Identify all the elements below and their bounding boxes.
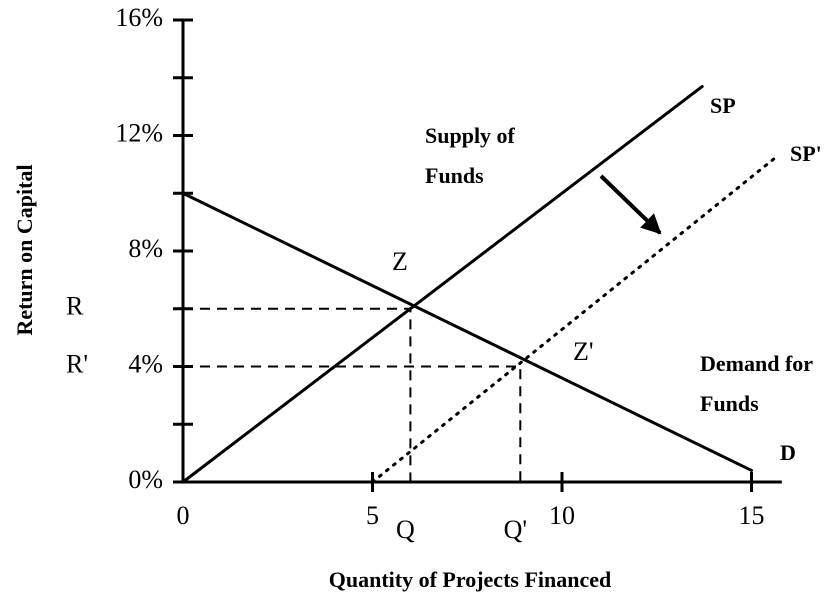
point-label: Z'	[573, 337, 594, 366]
guide-line	[183, 365, 522, 482]
x-tick-label: 5	[366, 501, 379, 530]
x-level-label: Q	[396, 515, 415, 544]
annotation: Supply of	[425, 123, 516, 148]
series-line	[181, 84, 704, 484]
series-line	[181, 191, 753, 472]
series-label: D	[780, 440, 796, 465]
y-tick-label: 12%	[115, 118, 163, 147]
x-tick-label: 0	[177, 501, 190, 530]
annotation: Funds	[700, 391, 759, 416]
y-tick-label: 4%	[128, 349, 163, 378]
y-level-label: R'	[66, 349, 88, 378]
point-label: Z	[392, 247, 408, 276]
x-level-label: Q'	[504, 515, 527, 544]
y-axis-label: Return on Capital	[12, 164, 37, 335]
y-level-label: R	[66, 292, 84, 321]
annotation: Funds	[425, 163, 484, 188]
series-line	[371, 157, 776, 484]
x-axis-label: Quantity of Projects Financed	[329, 567, 612, 592]
shift-arrow	[599, 174, 662, 235]
annotation: Demand for	[700, 351, 813, 376]
y-tick-label: 8%	[128, 234, 163, 263]
x-tick-label: 15	[739, 501, 765, 530]
series-label: SP	[710, 93, 736, 118]
y-tick-label: 0%	[128, 465, 163, 494]
series-label: SP'	[790, 141, 822, 166]
y-tick-label: 16%	[115, 3, 163, 32]
x-tick-label: 10	[549, 501, 575, 530]
